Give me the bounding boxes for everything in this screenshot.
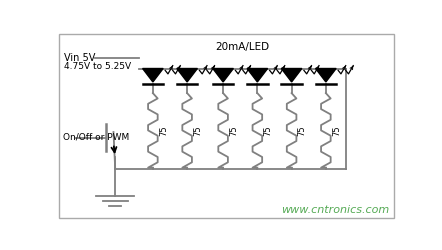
Text: 75: 75	[263, 125, 273, 136]
Text: On/Off or PWM: On/Off or PWM	[63, 132, 129, 141]
Polygon shape	[316, 68, 336, 82]
Text: 75: 75	[229, 125, 238, 136]
Text: 75: 75	[332, 125, 341, 136]
Polygon shape	[177, 68, 198, 82]
Polygon shape	[143, 68, 163, 82]
Text: www.cntronics.com: www.cntronics.com	[281, 205, 389, 215]
Text: 75: 75	[159, 125, 168, 136]
Polygon shape	[247, 68, 268, 82]
Text: Vin 5V: Vin 5V	[64, 53, 95, 63]
Text: 75: 75	[193, 125, 202, 136]
Text: 4.75V to 5.25V: 4.75V to 5.25V	[64, 62, 131, 71]
Text: 75: 75	[298, 125, 307, 136]
Polygon shape	[213, 68, 233, 82]
Polygon shape	[281, 68, 302, 82]
Text: 20mA/LED: 20mA/LED	[215, 42, 269, 52]
